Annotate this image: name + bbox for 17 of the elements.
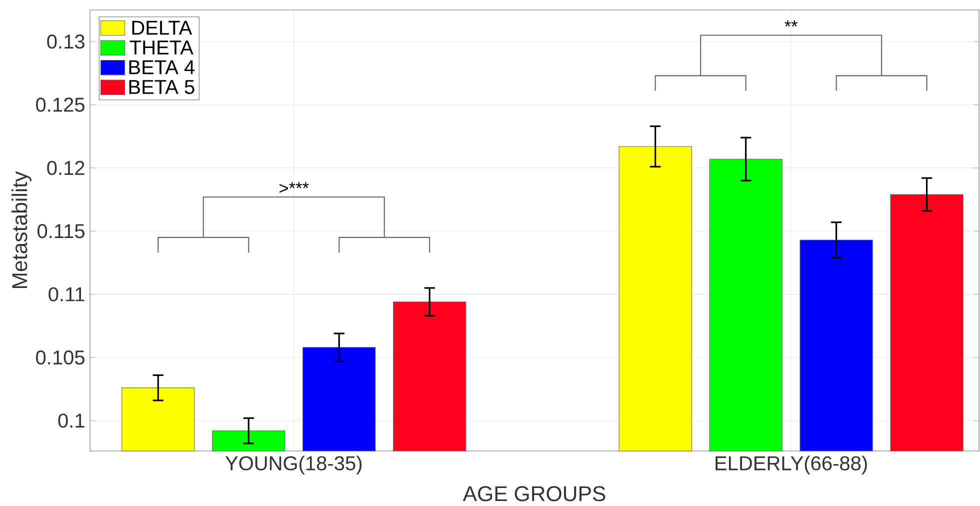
annotation: ** [784, 20, 798, 26]
y-axis-title: Metastability [12, 171, 32, 288]
legend-label: BETA 4 [129, 60, 195, 74]
y-tick-label: 0.11 [48, 287, 84, 302]
y-tick-label: 0.1 [58, 414, 84, 428]
y-tick-label: 0.12 [47, 160, 84, 176]
annotation: >*** [280, 182, 309, 193]
legend-label: THETA [130, 40, 194, 54]
y-tick-label: 0.13 [47, 34, 84, 49]
y-tick-label: 0.115 [38, 224, 84, 238]
legend-label: DELTA [132, 20, 192, 35]
x-axis-title: AGE GROUPS [462, 486, 606, 502]
y-tick-label: 0.105 [36, 350, 84, 365]
x-tick-label: ELDERLY(66-88) [716, 456, 867, 474]
y-tick-label: 0.125 [36, 98, 84, 112]
legend-label: BETA 5 [129, 80, 194, 94]
x-tick-label: YOUNG(18-35) [225, 456, 362, 474]
